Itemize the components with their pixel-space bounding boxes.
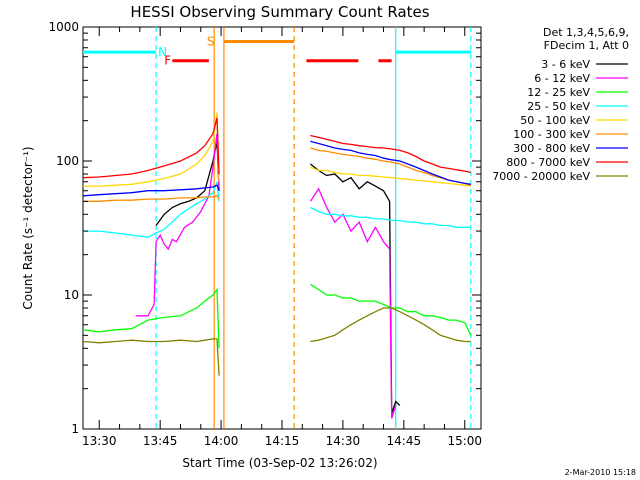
series-line-4	[83, 112, 220, 187]
y-axis: 1 10 100 1000	[48, 20, 481, 436]
x-tick-label: 14:00	[204, 434, 239, 448]
legend-label: 3 - 6 keV	[541, 58, 590, 71]
x-tick-label: 13:45	[143, 434, 178, 448]
legend-label: 25 - 50 keV	[527, 100, 590, 113]
series-line-6	[82, 184, 220, 197]
x-tick-label: 14:30	[326, 434, 361, 448]
series-line-7	[82, 117, 220, 179]
series-line-1	[309, 187, 397, 419]
legend-header: Det 1,3,4,5,6,9,	[543, 26, 629, 39]
vertical-markers	[155, 27, 472, 429]
x-tick-label: 13:30	[82, 434, 117, 448]
legend-label: 12 - 25 keV	[527, 86, 590, 99]
series-line-5	[83, 195, 220, 202]
series-line-0	[155, 141, 220, 226]
series-line-3	[83, 181, 220, 238]
y-tick-label: 10	[64, 288, 79, 302]
x-axis: 13:30 13:45 14:00 14:15 14:30 14:45 15:00	[82, 27, 482, 448]
legend-label: 300 - 800 keV	[513, 142, 590, 155]
flag-bars: NF S	[83, 34, 471, 68]
series-line-2	[82, 287, 220, 349]
x-tick-label: 14:15	[265, 434, 300, 448]
series-line-3	[310, 206, 471, 228]
legend-label: 6 - 12 keV	[534, 72, 590, 85]
plot-frame	[82, 26, 482, 430]
series-line-6	[310, 140, 471, 185]
legend-label: 800 - 7000 keV	[506, 156, 590, 169]
series-line-8	[82, 338, 220, 376]
legend-label: 100 - 300 keV	[513, 128, 590, 141]
legend-label: 50 - 100 keV	[520, 114, 590, 127]
legend-header: FDecim 1, Att 0	[544, 39, 629, 52]
legend-label: 7000 - 20000 keV	[492, 170, 590, 183]
flag-label: S	[207, 34, 215, 48]
x-tick-label: 15:00	[447, 434, 482, 448]
series-line-4	[310, 166, 471, 187]
footer-timestamp: 2-Mar-2010 15:18	[565, 468, 636, 477]
legend: Det 1,3,4,5,6,9,FDecim 1, Att 0 3 - 6 keV…	[492, 26, 629, 183]
y-axis-label: Count Rate (s⁻¹ detector⁻¹)	[21, 146, 35, 309]
series-line-7	[310, 134, 471, 174]
x-tick-label: 14:45	[387, 434, 422, 448]
flag-label: N	[158, 45, 167, 59]
series-line-8	[310, 307, 471, 343]
chart-title: HESSI Observing Summary Count Rates	[130, 3, 429, 21]
y-tick-label: 1000	[48, 20, 79, 34]
series-line-1	[135, 133, 220, 317]
x-axis-label: Start Time (03-Sep-02 13:26:02)	[182, 456, 377, 470]
flag-label: F	[164, 54, 171, 68]
series-lines	[82, 112, 472, 419]
y-tick-label: 100	[56, 154, 79, 168]
y-tick-label: 1	[71, 422, 79, 436]
